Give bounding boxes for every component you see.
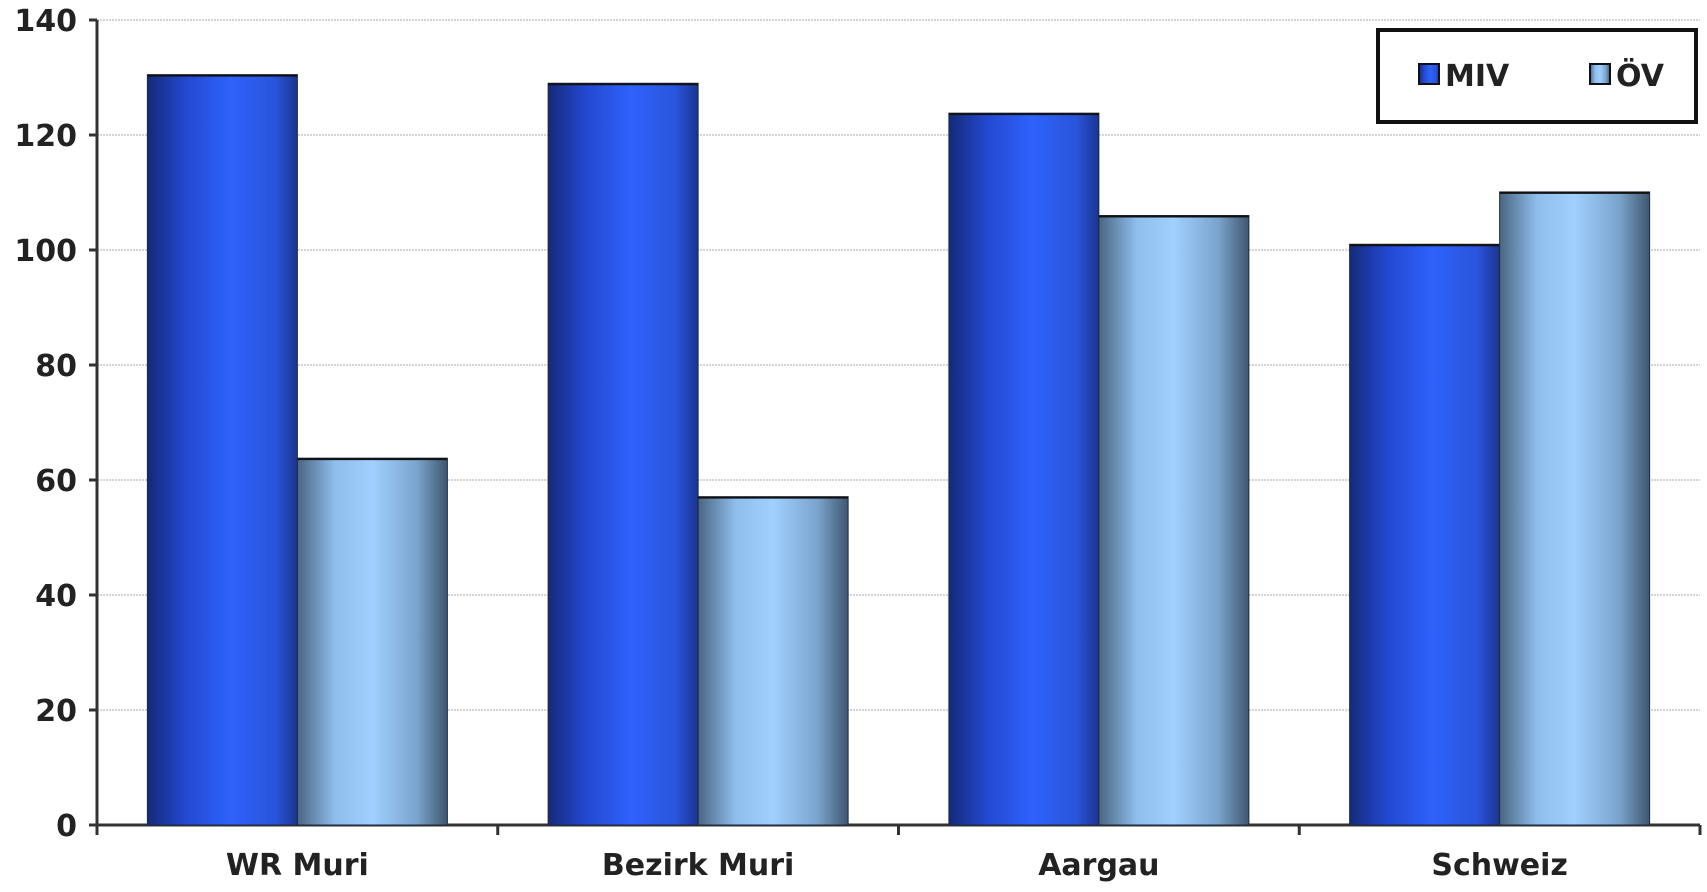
bar-miv-1 <box>547 82 699 826</box>
y-tick-label: 120 <box>14 119 77 154</box>
x-tick-label: WR Muri <box>226 848 369 883</box>
y-tick-label: 40 <box>35 579 77 614</box>
bar-ov-2 <box>1098 215 1250 826</box>
legend-swatch-miv <box>1418 63 1440 85</box>
legend-label-ov: ÖV <box>1616 57 1665 94</box>
y-tick-label: 80 <box>35 349 77 384</box>
y-tick-label: 100 <box>14 234 77 269</box>
bars <box>146 74 1651 826</box>
bar-ov-1 <box>697 496 849 826</box>
y-tick-label: 140 <box>14 4 77 39</box>
bar-ov-0 <box>296 457 448 826</box>
bar-miv-0 <box>146 74 298 826</box>
y-tick-label: 0 <box>56 809 77 844</box>
y-tick-label: 60 <box>35 464 77 499</box>
legend-label-miv: MIV <box>1445 59 1510 94</box>
x-tick-label: Bezirk Muri <box>602 848 794 883</box>
bar-miv-3 <box>1349 243 1501 826</box>
axis-labels: 0 20 40 60 80 100 120 140 WR Muri Bezirk Muri Aarg… <box>14 4 1568 883</box>
legend: MIV ÖV <box>1376 28 1698 124</box>
x-tick-label: Schweiz <box>1431 848 1568 883</box>
bar-ov-3 <box>1499 191 1651 826</box>
bar-miv-2 <box>948 112 1100 826</box>
y-tick-label: 20 <box>35 694 77 729</box>
legend-swatch-ov <box>1589 63 1611 85</box>
x-tick-label: Aargau <box>1038 848 1159 883</box>
